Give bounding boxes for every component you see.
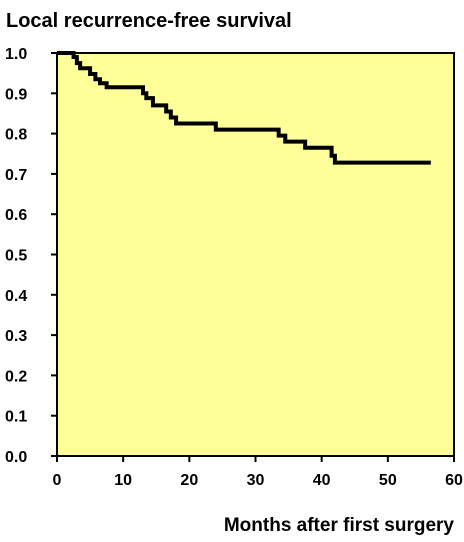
y-tick-label: 0.1 [5,409,27,426]
chart-title: Local recurrence-free survival [6,10,292,32]
survival-curve [57,51,431,165]
x-tick-label: 60 [445,472,463,489]
y-tick-label: 1.0 [5,46,27,63]
x-tick-label: 50 [379,472,397,489]
y-tick-label: 0.2 [5,368,27,385]
y-tick-label: 0.8 [5,127,27,144]
x-tick-label: 10 [114,472,132,489]
x-axis-label: Months after first surgery [224,515,455,536]
x-tick-label: 20 [180,472,198,489]
y-tick-label: 0.4 [5,288,27,305]
y-tick-label: 0.9 [5,86,27,103]
y-axis: 0.0 0.1 0.2 0.3 0.4 0.5 0.6 0.7 0.8 0.9 1.0 [5,46,57,466]
y-tick-label: 0.3 [5,328,27,345]
x-tick-label: 40 [313,472,331,489]
x-tick-label: 0 [53,472,62,489]
y-tick-label: 0.7 [5,167,27,184]
y-tick-label: 0.6 [5,207,27,224]
y-tick-label: 0.0 [5,449,27,466]
x-axis: 0 10 20 30 40 50 60 [53,456,463,489]
x-tick-label: 30 [247,472,265,489]
y-tick-label: 0.5 [5,248,27,265]
plot-area [56,52,455,457]
